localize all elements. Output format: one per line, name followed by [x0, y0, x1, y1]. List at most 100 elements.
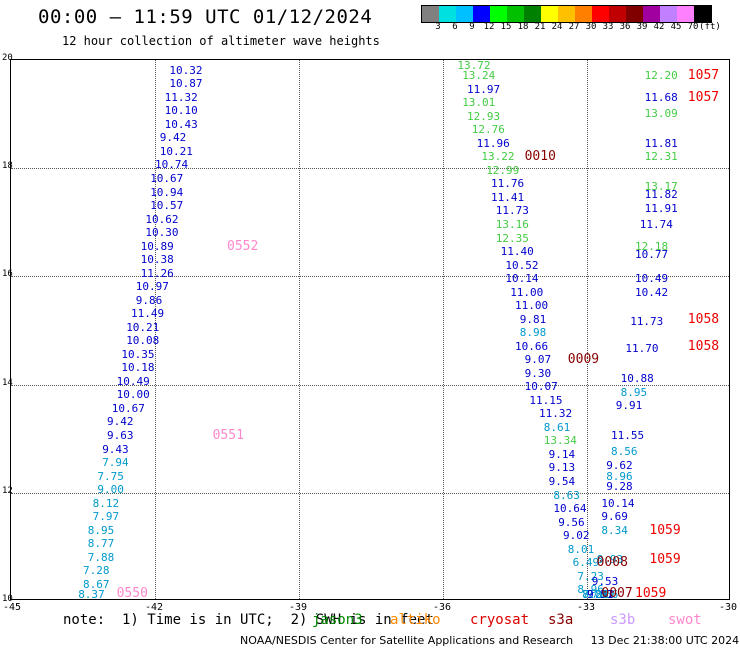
wave-height-value: 8.95: [620, 385, 648, 399]
wave-height-value: 9.42: [159, 131, 187, 145]
grid-line-horizontal: [11, 384, 729, 386]
wave-height-value: 10.18: [121, 361, 155, 375]
wave-height-value: 11.15: [529, 393, 563, 407]
wave-height-value: 11.74: [639, 218, 673, 231]
wave-height-value: 7.75: [97, 469, 124, 483]
color-scale-label: 42: [653, 22, 665, 32]
wave-height-value: 10.94: [150, 185, 184, 199]
pass-time-label: 0550: [116, 586, 148, 601]
legend-item-jason3: jason3: [312, 612, 363, 628]
wave-height-value: 11.49: [131, 307, 165, 321]
wave-height-value: 11.76: [491, 177, 525, 191]
color-scale-label: (ft): [699, 22, 721, 32]
color-swatch: [541, 6, 558, 22]
grid-line-vertical: [443, 60, 444, 599]
pass-time-label: 0007: [601, 586, 633, 601]
wave-height-value: 10.66: [515, 339, 549, 353]
pass-time-label: 0010: [524, 149, 556, 165]
color-scale-label: 12: [483, 22, 495, 32]
wave-height-value: 8.88: [582, 588, 609, 601]
wave-height-value: 7.88: [87, 550, 115, 564]
wave-height-value: 8.01: [567, 542, 595, 556]
wave-height-value: 10.49: [635, 272, 669, 286]
wave-height-value: 9.63: [107, 428, 134, 442]
wave-height-value: 10.30: [145, 226, 179, 240]
wave-height-value: 10.21: [159, 144, 193, 158]
wave-height-value: 9.02: [563, 529, 590, 543]
wave-height-value: 9.57: [587, 588, 614, 601]
pass-time-label: 1059: [649, 552, 681, 568]
color-swatch: [643, 6, 660, 22]
wave-height-value: 10.57: [150, 199, 184, 213]
wave-height-value: 13.16: [495, 218, 529, 231]
legend-item-swot: swot: [668, 612, 702, 628]
wave-height-value: 11.55: [611, 428, 645, 442]
wave-height-value: 11.32: [539, 407, 573, 421]
wave-height-value: 11.81: [644, 136, 678, 150]
wave-height-value: 13.34: [543, 434, 577, 448]
color-scale-label: 24: [551, 22, 563, 32]
wave-height-value: 12.20: [644, 69, 678, 83]
pass-time-label: 0008: [596, 555, 628, 571]
wave-height-value: 12.99: [486, 163, 520, 177]
wave-height-value: 8.61: [543, 420, 571, 434]
wave-height-value: 9.54: [548, 474, 576, 488]
wave-height-value: 10.67: [150, 172, 184, 186]
wave-height-value: 11.00: [515, 299, 549, 313]
wave-height-value: 7.63: [587, 588, 614, 601]
y-tick-label: 20: [2, 53, 13, 63]
wave-height-value: 8.96: [606, 469, 633, 483]
color-swatch: [473, 6, 490, 22]
color-scale-label: 9: [469, 22, 475, 32]
wave-height-value: 11.41: [491, 190, 525, 204]
wave-height-value: 9.07: [524, 353, 552, 367]
wave-height-value: 8.34: [601, 523, 628, 537]
wave-height-value: 10.77: [635, 247, 669, 261]
color-scale-label: 70: [687, 22, 699, 32]
wave-height-value: 13.72: [457, 59, 491, 72]
credit-line: NOAA/NESDIS Center for Satellite Applica…: [240, 634, 740, 647]
wave-height-value: 11.73: [630, 315, 664, 329]
wave-height-value: 9.86: [135, 293, 163, 307]
grid-line-horizontal: [11, 492, 729, 494]
wave-height-value: 12.93: [467, 109, 501, 123]
grid-line-horizontal: [11, 276, 729, 278]
color-scale-label: 3: [435, 22, 441, 32]
wave-height-value: 9.91: [615, 399, 643, 413]
wave-height-value: 10.07: [524, 380, 558, 394]
wave-height-value: 9.69: [601, 510, 628, 524]
map-title: 00:00 – 11:59 UTC 01/12/2024: [38, 6, 373, 28]
wave-height-value: 10.14: [601, 496, 635, 510]
wave-height-value: 11.68: [644, 90, 678, 104]
y-tick-label: 14: [2, 377, 13, 388]
color-swatch: [660, 6, 677, 22]
wave-height-value: 7.66: [591, 588, 619, 601]
color-swatch: [558, 6, 575, 22]
grid-line-vertical: [587, 60, 588, 599]
wave-height-value: 7.21: [582, 588, 609, 601]
wave-height-value: 9.11: [587, 588, 614, 601]
wave-height-value: 10.42: [635, 285, 669, 299]
wave-height-value: 12.76: [471, 123, 505, 137]
grid-line-vertical: [155, 60, 156, 599]
wave-height-value: 8.37: [78, 588, 105, 601]
wave-height-value: 8.95: [87, 523, 115, 537]
x-tick-label: -36: [432, 602, 452, 613]
map-plot-area: 10.32 10.87 11.32 10.10 10.43 9.42 10.21 10.74 1…: [10, 59, 730, 601]
color-scale-label: 27: [568, 22, 580, 32]
wave-height-value: 13.17: [644, 180, 678, 194]
wave-height-value: 8.98: [519, 326, 547, 340]
y-tick-label: 16: [2, 269, 13, 280]
pass-time-label: 1057: [687, 89, 720, 105]
color-swatch: [626, 6, 643, 22]
wave-height-value: 10.08: [126, 334, 160, 348]
wave-height-value: 9.53: [591, 575, 619, 589]
wave-height-value: 8.39: [582, 588, 609, 601]
color-scale-label: 39: [636, 22, 648, 32]
color-swatch: [507, 6, 524, 22]
pass-time-label: 1058: [687, 311, 720, 327]
wave-height-value: 11.70: [625, 342, 659, 356]
wave-height-value: 10.35: [121, 347, 155, 361]
wave-height-value: 12.18: [635, 239, 669, 253]
footnote: note: 1) Time is in UTC; 2) SWH is in fe…: [63, 612, 434, 628]
